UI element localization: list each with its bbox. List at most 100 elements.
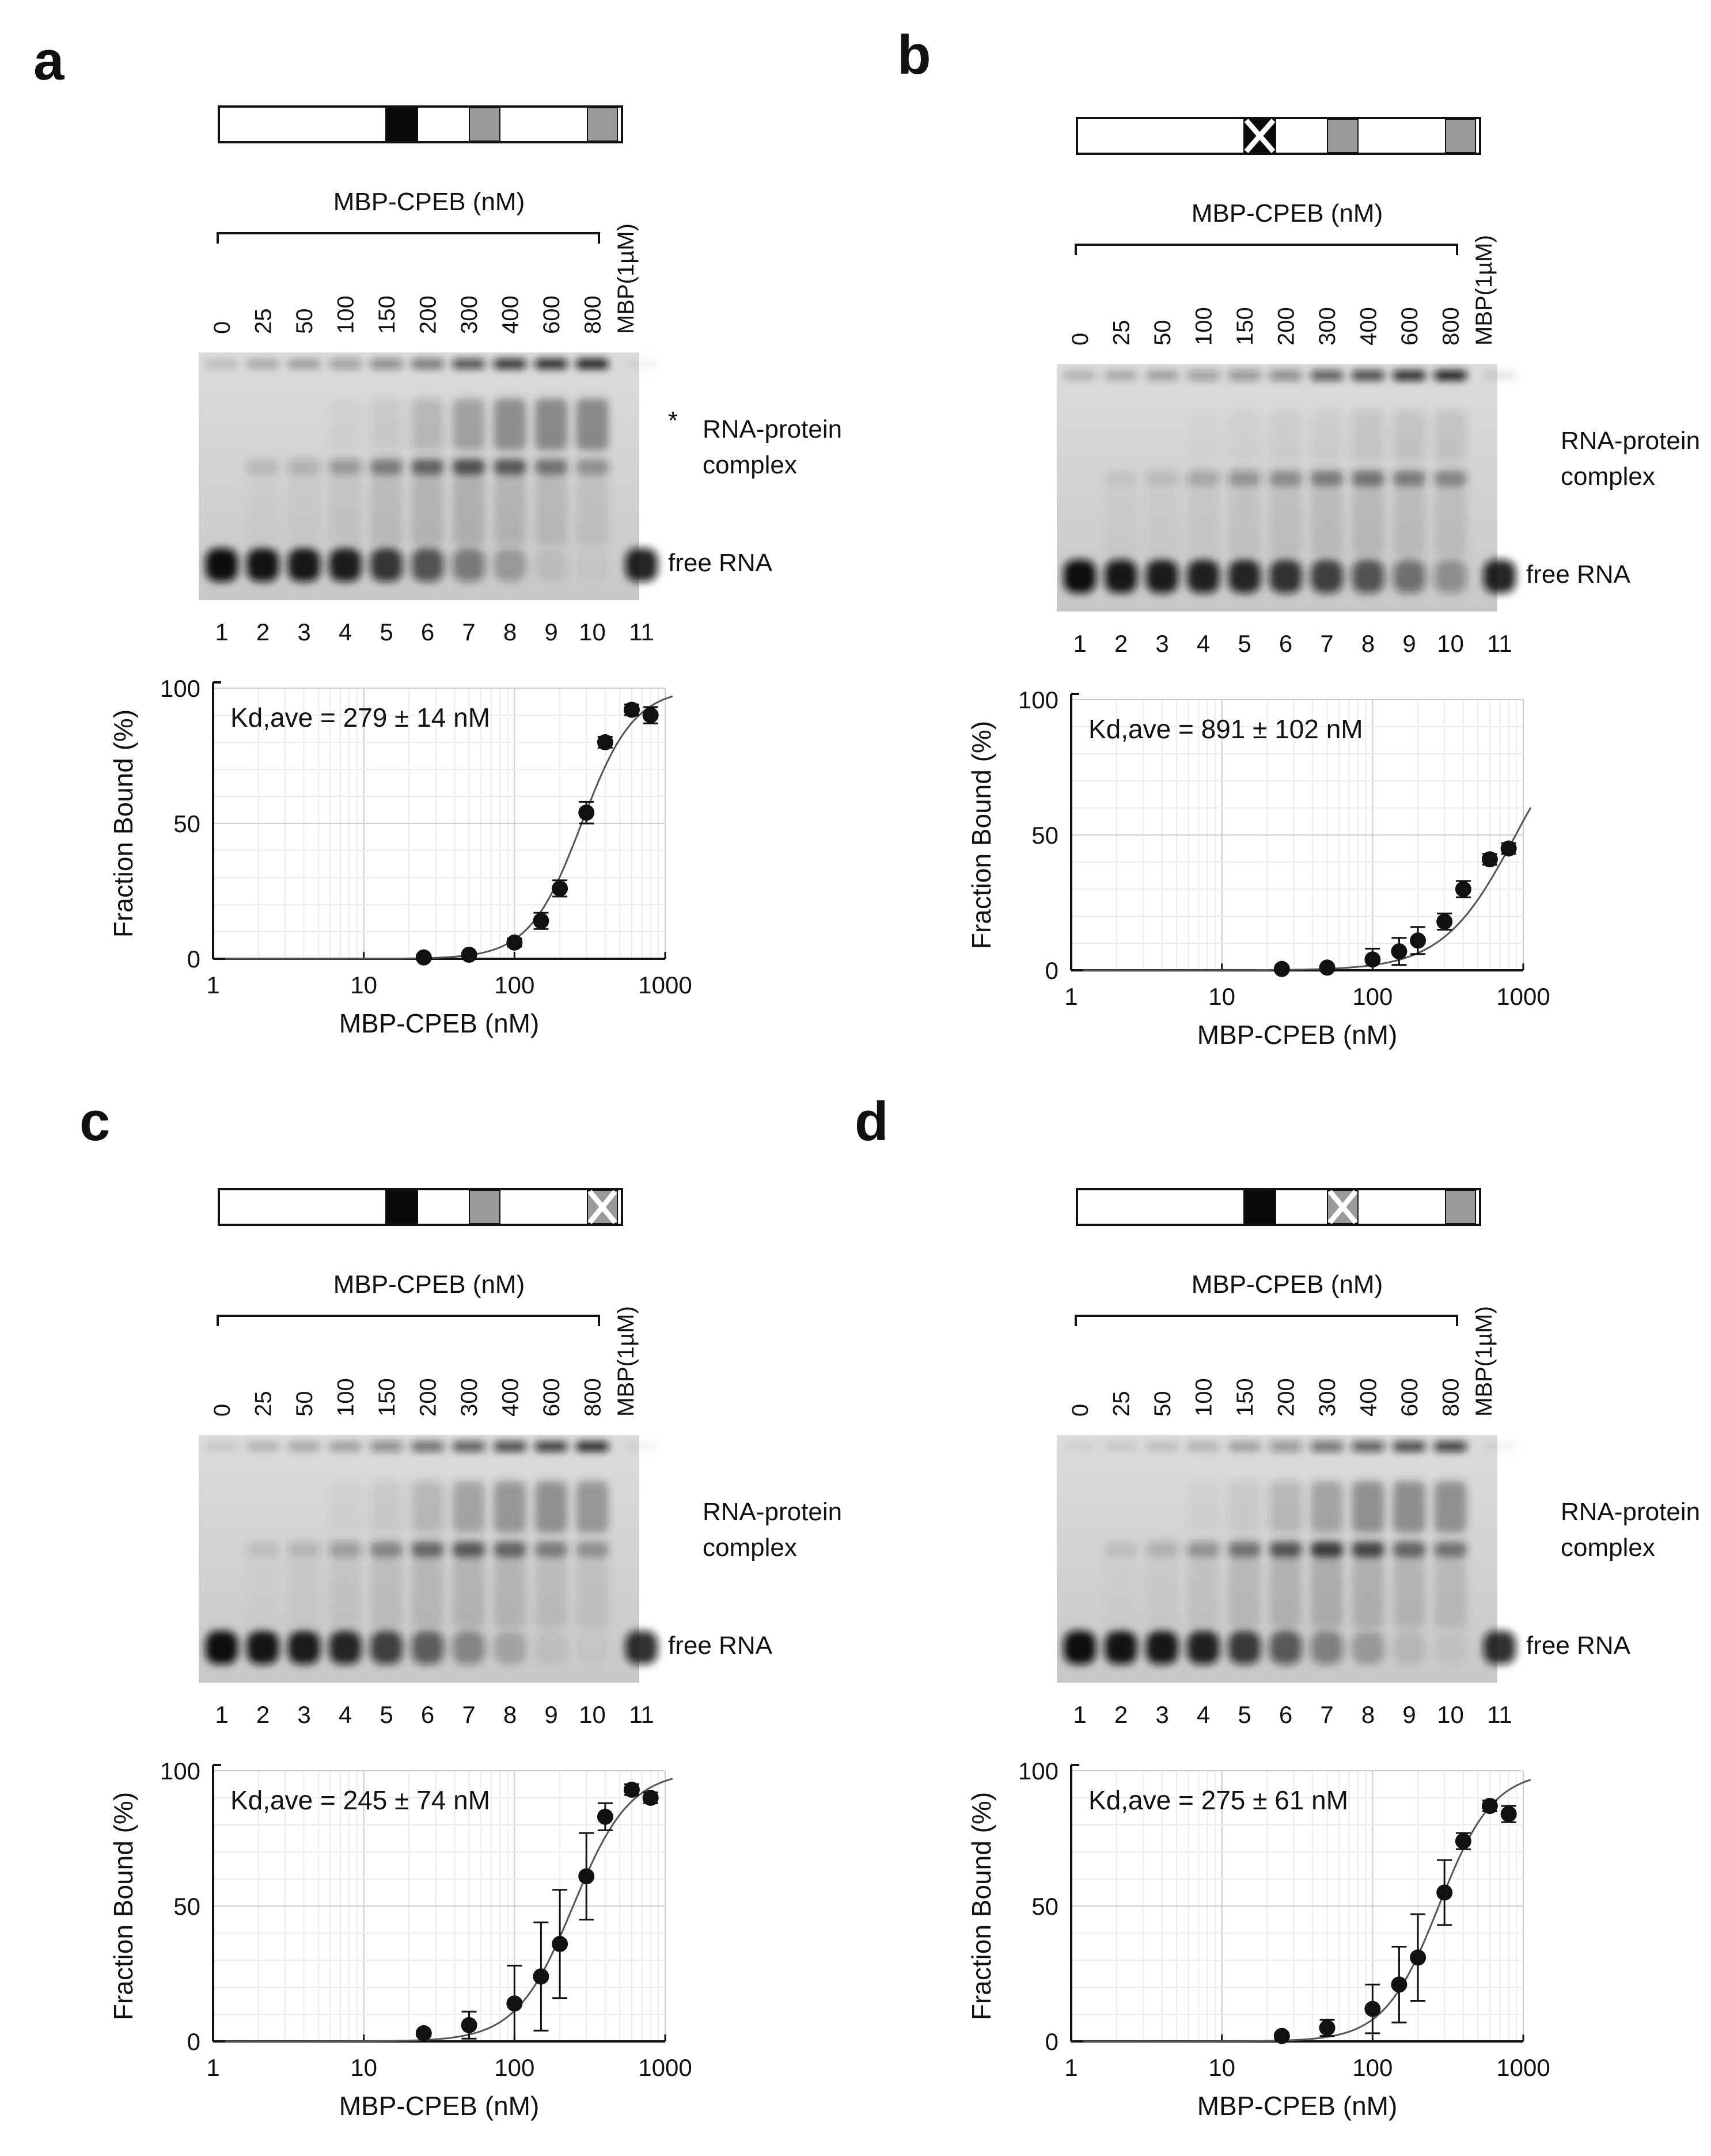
domain-black (1243, 1190, 1276, 1224)
complex-smear (1228, 1559, 1261, 1628)
lane-concentration-label: 150 (1232, 1378, 1258, 1417)
lane-concentration-label: 800 (1439, 1378, 1464, 1417)
complex-band (453, 459, 485, 475)
well-band (453, 1442, 485, 1451)
complex-smear (1434, 1559, 1467, 1628)
free-rna-band (1269, 560, 1302, 593)
lane-number: 3 (297, 1701, 310, 1728)
upper-complex-band (1311, 1481, 1343, 1533)
well-band (370, 359, 403, 369)
y-tick-label: 50 (1031, 1893, 1059, 1920)
free-rna-band (1393, 560, 1425, 593)
lane-number: 4 (339, 1701, 352, 1728)
well-band (246, 359, 279, 369)
free-rna-band (625, 1631, 658, 1664)
complex-label: complex (703, 451, 797, 479)
free-rna-band (1393, 1631, 1425, 1664)
x-tick-label: 1000 (638, 971, 692, 999)
lane-number: 8 (1361, 1701, 1375, 1728)
lane-concentration-label: 0 (210, 321, 235, 334)
well-band (1269, 1442, 1302, 1451)
x-tick-label: 100 (1352, 2054, 1393, 2081)
free-rna-band (1352, 1631, 1384, 1664)
plot-grid (1071, 699, 1524, 971)
free-rna-band (246, 1631, 279, 1664)
complex-band (246, 459, 279, 475)
free-rna-band (1352, 560, 1384, 593)
lane-concentration-label: 100 (1192, 307, 1217, 346)
control-lane-label: MBP(1µM) (1471, 1306, 1497, 1417)
well-band (1105, 1442, 1137, 1451)
panel-d-graphics: MBP-CPEB (nM)0 25 50 100 150 200 300 400 600 800 M… (966, 1188, 1700, 2121)
y-tick-label: 100 (1018, 686, 1059, 713)
upper-complex-band (1434, 1481, 1467, 1533)
complex-smear (1393, 488, 1425, 557)
well-band (1352, 371, 1384, 380)
complex-band (288, 1542, 320, 1558)
complex-smear (1352, 1559, 1384, 1628)
upper-complex-band (494, 1481, 526, 1533)
lane-number: 11 (629, 1701, 654, 1728)
well-band (1434, 1442, 1467, 1451)
complex-band (576, 1542, 609, 1558)
y-axis-title: Fraction Bound (%) (966, 1792, 996, 2020)
free-rna-band (576, 548, 609, 582)
free-rna-band (1434, 1631, 1467, 1664)
upper-complex-band (535, 398, 567, 450)
free-rna-band (453, 1631, 485, 1664)
upper-complex-band (1188, 1481, 1220, 1533)
complex-band (1187, 470, 1220, 487)
y-tick-label: 50 (1031, 822, 1059, 849)
well-band (1393, 371, 1425, 380)
data-point (597, 1808, 613, 1825)
lane-number: 10 (579, 1701, 606, 1728)
panel-letter: d (855, 1091, 889, 1152)
x-tick-label: 1 (1064, 2054, 1078, 2081)
well-band (1484, 1442, 1516, 1451)
x-tick-label: 10 (1208, 983, 1235, 1010)
lane-number: 7 (1320, 630, 1333, 657)
lane-concentration-label: 300 (1315, 1378, 1340, 1417)
complex-smear (1187, 1559, 1220, 1628)
well-band (625, 1442, 658, 1451)
lane-number: 3 (1155, 630, 1169, 657)
free-rna-band (206, 1631, 238, 1664)
lane-concentration-label: 600 (1397, 1378, 1422, 1417)
panel-letter: c (79, 1091, 111, 1152)
complex-smear (1352, 488, 1384, 557)
complex-band (1393, 1542, 1425, 1558)
bracket-label: MBP-CPEB (nM) (333, 1270, 525, 1299)
complex-band (494, 1542, 526, 1558)
upper-complex-band (1393, 1481, 1425, 1533)
y-tick-label: 50 (173, 810, 200, 837)
well-band (494, 359, 526, 369)
well-band (1228, 371, 1261, 380)
data-point (506, 1995, 523, 2012)
lane-number: 5 (1238, 630, 1251, 657)
complex-band (1311, 1542, 1343, 1558)
complex-label: complex (1561, 1534, 1655, 1562)
free-rna-band (1311, 1631, 1343, 1664)
lane-concentration-label: 300 (457, 1378, 482, 1417)
free-rna-band (1105, 560, 1137, 593)
data-point (1391, 1976, 1408, 1993)
complex-smear (1269, 488, 1302, 557)
lane-concentration-label: 150 (374, 295, 400, 334)
well-band (625, 359, 658, 369)
lane-number: 11 (1487, 1701, 1512, 1728)
y-tick-label: 100 (160, 1758, 200, 1785)
complex-smear (1393, 1559, 1425, 1628)
lane-number: 5 (380, 1701, 393, 1728)
y-tick-label: 100 (1018, 1758, 1059, 1785)
upper-complex-band (329, 1481, 362, 1533)
data-point (1391, 943, 1408, 960)
well-band (1146, 371, 1178, 380)
y-axis-title: Fraction Bound (%) (108, 709, 138, 937)
complex-band (535, 1542, 567, 1558)
upper-complex-band (453, 1481, 485, 1533)
complex-smear (1311, 488, 1343, 557)
free-rna-band (288, 548, 320, 582)
x-tick-label: 100 (494, 971, 534, 999)
complex-band (411, 459, 444, 475)
well-band (453, 359, 485, 369)
